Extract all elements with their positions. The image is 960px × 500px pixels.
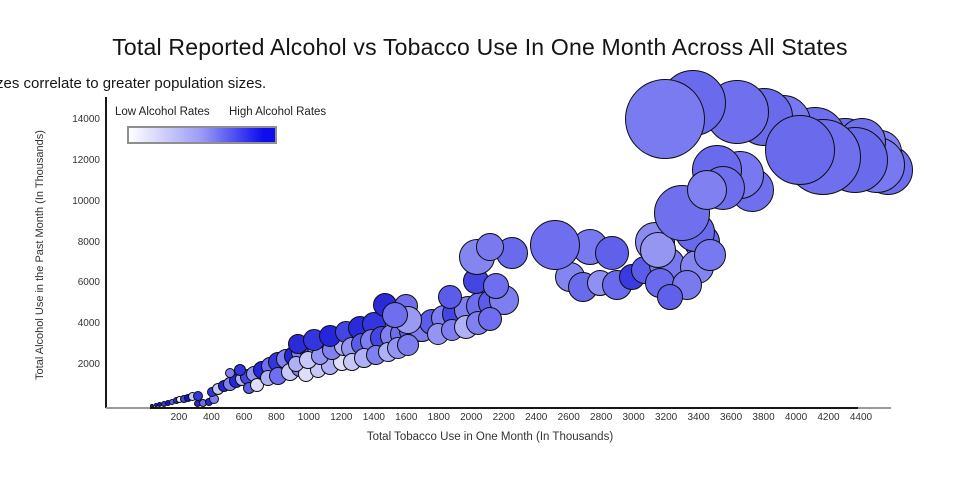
y-tick-label: 10000	[72, 195, 100, 207]
y-tick-label: 12000	[72, 154, 100, 166]
y-axis-line	[105, 97, 107, 408]
y-tick-label: 4000	[77, 318, 100, 330]
chart-subtitle: zes correlate to greater population size…	[0, 75, 267, 92]
bubble	[150, 403, 155, 408]
bubble	[224, 367, 235, 378]
x-tick-label: 4200	[817, 412, 840, 423]
bubble	[686, 170, 727, 210]
bubble	[482, 273, 509, 299]
x-tick-label: 3800	[752, 412, 775, 423]
x-tick-label: 800	[268, 412, 285, 423]
legend-color-gradient-bar	[127, 126, 277, 144]
x-tick-label: 1600	[395, 412, 418, 423]
chart-title: Total Reported Alcohol vs Tobacco Use In…	[112, 34, 848, 60]
x-tick-label: 4400	[849, 412, 873, 423]
x-tick-label: 2800	[590, 412, 613, 423]
x-axis-line	[150, 407, 858, 409]
bubble	[656, 283, 683, 310]
x-tick-label: 3200	[654, 412, 678, 423]
bubble	[477, 307, 502, 331]
bubble	[234, 363, 247, 376]
bubble	[639, 232, 676, 268]
y-tick-label: 14000	[72, 114, 100, 126]
x-tick-label: 200	[170, 412, 188, 423]
bubble	[693, 239, 726, 272]
x-tick-label: 2000	[460, 412, 483, 423]
legend-high-label: High Alcohol Rates	[229, 106, 327, 118]
x-tick-label: 3400	[687, 412, 710, 423]
x-tick-label: 4000	[784, 412, 808, 423]
bubble	[529, 220, 580, 270]
bubble	[764, 115, 835, 185]
y-tick-label: 6000	[77, 277, 100, 289]
x-tick-label: 600	[235, 412, 253, 423]
bubble	[437, 284, 462, 309]
x-tick-label: 2400	[525, 412, 548, 423]
x-tick-label: 3000	[622, 412, 645, 423]
bubble	[475, 233, 504, 261]
x-tick-label: 1400	[362, 412, 385, 423]
bubble	[624, 78, 705, 159]
bubble	[381, 302, 408, 328]
bubble	[396, 333, 419, 356]
y-tick-label: 8000	[77, 236, 100, 248]
x-tick-label: 2600	[557, 412, 580, 423]
x-tick-label: 1000	[297, 412, 320, 423]
x-axis-title: Total Tobacco Use in One Month (In Thous…	[366, 431, 614, 443]
bubble	[594, 236, 629, 270]
x-tick-label: 400	[203, 412, 220, 423]
y-tick-label: 2000	[77, 359, 100, 371]
x-tick-label: 1200	[330, 412, 353, 423]
x-tick-label: 2200	[492, 412, 515, 423]
x-tick-label: 3600	[719, 412, 743, 423]
x-tick-label: 1800	[427, 412, 450, 423]
legend-low-label: Low Alcohol Rates	[115, 106, 210, 118]
